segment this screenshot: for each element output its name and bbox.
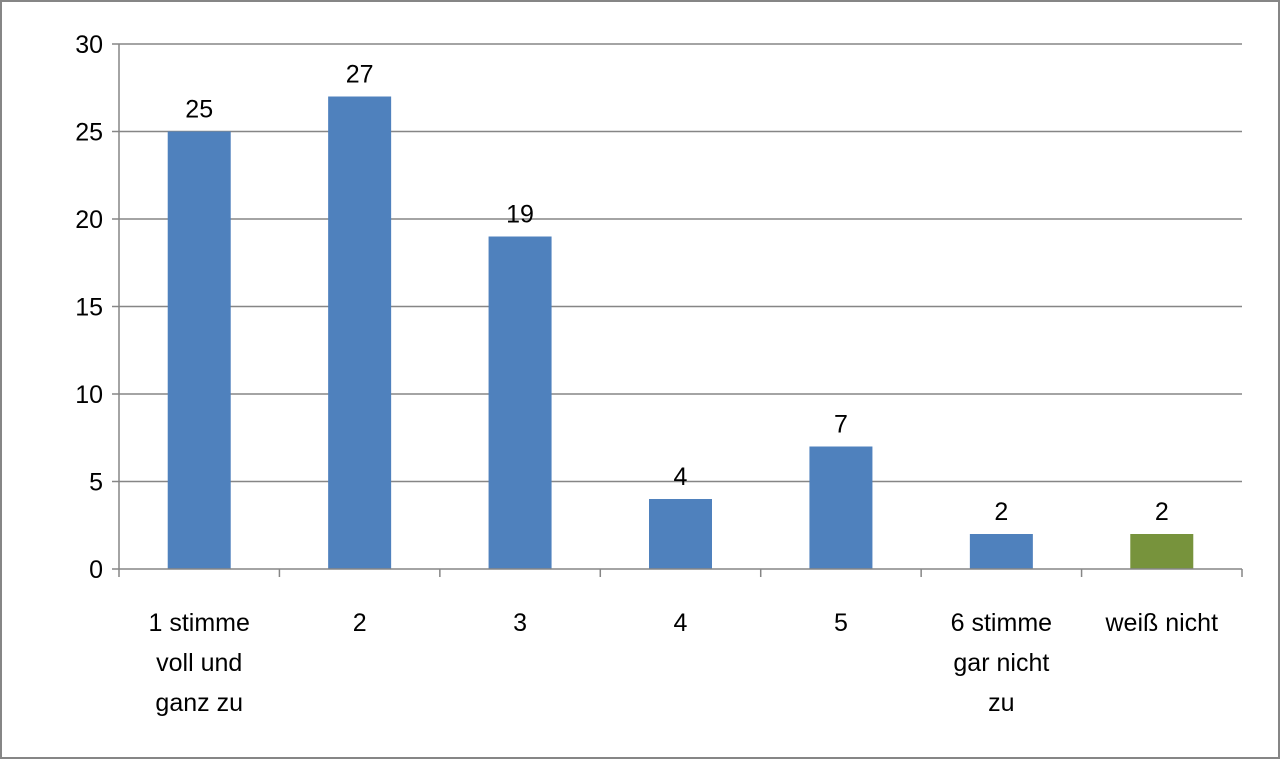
x-tick-label: 2	[353, 609, 367, 637]
x-tick-label: 6 stimme gar nicht zu	[951, 609, 1052, 717]
x-tick-label: 3	[513, 609, 527, 637]
data-label: 27	[346, 61, 374, 89]
data-label: 19	[506, 201, 534, 229]
x-tick-label: 1 stimme voll und ganz zu	[149, 609, 250, 717]
bar	[1130, 534, 1194, 569]
data-label: 2	[1155, 498, 1169, 526]
bar	[328, 96, 392, 569]
gridlines	[119, 43, 1242, 483]
x-tick-label: weiß nicht	[1105, 609, 1219, 637]
y-tick-label: 25	[75, 119, 103, 147]
bar	[167, 131, 231, 569]
y-tick-label: 30	[75, 31, 103, 59]
bars	[167, 96, 1194, 569]
x-tick-label: 5	[834, 609, 848, 637]
data-label: 2	[994, 498, 1008, 526]
y-tick-label: 5	[89, 469, 103, 497]
bar	[649, 499, 712, 569]
data-label: 4	[674, 463, 688, 491]
bar	[809, 446, 873, 569]
axes	[112, 43, 1243, 577]
y-tick-label: 10	[75, 381, 103, 409]
bar	[488, 236, 552, 569]
y-tick-label: 0	[89, 556, 103, 584]
data-label: 7	[834, 411, 848, 439]
y-tick-label: 15	[75, 294, 103, 322]
y-tick-label: 20	[75, 206, 103, 234]
x-tick-label: 4	[674, 609, 688, 637]
bar	[969, 534, 1033, 569]
data-label: 25	[185, 96, 213, 124]
